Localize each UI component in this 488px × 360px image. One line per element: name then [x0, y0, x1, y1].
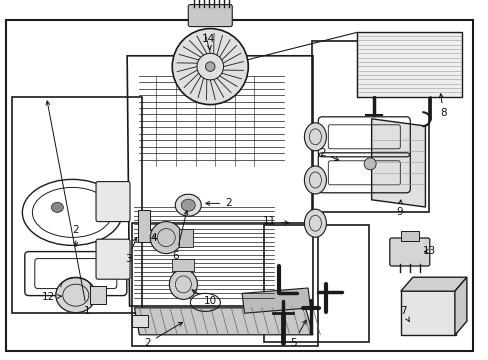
FancyBboxPatch shape: [179, 229, 193, 247]
Polygon shape: [134, 308, 312, 335]
Text: 3: 3: [124, 238, 137, 264]
Ellipse shape: [169, 269, 197, 300]
FancyBboxPatch shape: [400, 231, 418, 241]
Text: 10: 10: [192, 290, 216, 306]
Polygon shape: [242, 288, 310, 313]
Ellipse shape: [172, 28, 248, 105]
Bar: [400, 290, 455, 335]
Ellipse shape: [304, 123, 325, 151]
Text: 5: 5: [289, 320, 305, 348]
Text: 2: 2: [319, 148, 338, 161]
FancyBboxPatch shape: [172, 260, 194, 271]
Polygon shape: [400, 277, 466, 291]
Ellipse shape: [181, 199, 195, 211]
Bar: [132, 223, 317, 346]
Polygon shape: [454, 277, 466, 335]
FancyBboxPatch shape: [96, 239, 130, 279]
Text: 2: 2: [205, 198, 231, 208]
FancyBboxPatch shape: [188, 5, 232, 27]
Text: 1: 1: [46, 101, 90, 316]
FancyBboxPatch shape: [96, 181, 130, 222]
Text: 11: 11: [263, 216, 288, 226]
Ellipse shape: [304, 166, 325, 194]
Ellipse shape: [51, 202, 63, 212]
Polygon shape: [138, 210, 166, 242]
FancyBboxPatch shape: [90, 286, 105, 304]
Ellipse shape: [150, 222, 182, 253]
Ellipse shape: [205, 62, 215, 71]
Ellipse shape: [56, 278, 96, 313]
Text: 2: 2: [144, 322, 182, 348]
Text: 2: 2: [72, 225, 79, 246]
Text: 7: 7: [399, 306, 408, 322]
Text: 6: 6: [172, 211, 187, 261]
FancyBboxPatch shape: [389, 238, 429, 266]
Polygon shape: [356, 32, 461, 97]
Bar: [264, 225, 368, 342]
Text: 13: 13: [422, 246, 435, 256]
Bar: [12, 97, 142, 313]
Text: 12: 12: [42, 292, 61, 302]
Text: 14: 14: [202, 34, 215, 50]
FancyBboxPatch shape: [132, 315, 148, 327]
Text: 9: 9: [396, 200, 403, 217]
Ellipse shape: [364, 158, 375, 170]
Ellipse shape: [175, 194, 201, 216]
Bar: [311, 41, 428, 212]
Polygon shape: [371, 119, 425, 207]
Text: 8: 8: [438, 94, 446, 118]
Ellipse shape: [304, 209, 325, 237]
Text: 4: 4: [150, 233, 157, 243]
